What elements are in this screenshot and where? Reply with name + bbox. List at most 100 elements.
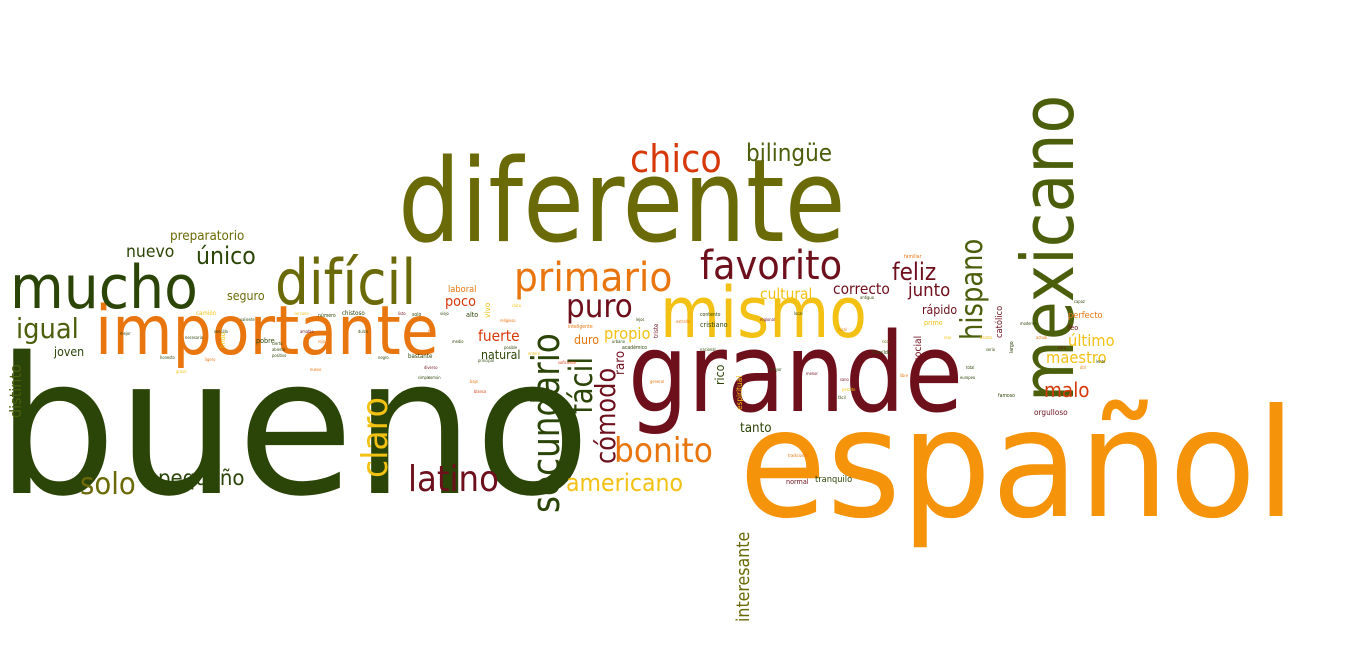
word-filler: rural	[838, 327, 847, 332]
word-filler: general	[650, 379, 664, 384]
word-bueno: bueno	[0, 317, 591, 538]
word-poco: poco	[445, 294, 477, 310]
word-favorito: favorito	[700, 243, 843, 289]
word-distinto: distinto	[6, 364, 25, 418]
word-maestro: maestro	[1046, 348, 1107, 367]
word-solo: solo	[80, 467, 136, 502]
word-filler: rico	[882, 339, 889, 344]
word-orgulloso: orgulloso	[1034, 408, 1068, 417]
word-filler: listo	[398, 311, 406, 316]
word-filler: caro	[1058, 345, 1066, 350]
word-filler: negro	[378, 355, 389, 360]
word-catolico: católico	[995, 305, 1005, 338]
word-filler: mayor	[770, 367, 782, 372]
word-claro: claro	[355, 397, 396, 478]
word-filler: total	[966, 365, 975, 370]
word-filler: número	[318, 313, 336, 319]
word-filler: claro	[512, 303, 521, 308]
word-chico: chico	[630, 137, 722, 181]
word-grande: grande	[628, 309, 964, 437]
word-suficiente: suficiente	[558, 360, 576, 365]
word-filler: fino	[428, 329, 435, 334]
word-filler: solo	[412, 312, 422, 318]
word-alto: alto	[466, 311, 479, 319]
word-dificil: difícil	[275, 246, 417, 319]
word-filler: cercano	[294, 311, 309, 316]
word-simple: simple	[418, 375, 431, 380]
word-filler: actual	[1036, 335, 1048, 340]
word-filler: lejos	[636, 317, 645, 322]
word-filler: medio	[452, 339, 464, 344]
word-tradicional: tradicional	[788, 453, 808, 458]
word-pequeno: pequeño	[158, 466, 245, 490]
word-camion: camión	[196, 310, 217, 317]
word-filler: libre	[900, 373, 909, 378]
word-academico: académico	[622, 345, 648, 351]
word-filler: viejo	[440, 311, 449, 316]
word-filler: amable	[300, 329, 314, 334]
word-filler: europeo	[960, 375, 976, 380]
word-seguro: seguro	[227, 289, 265, 303]
word-laboral: laboral	[448, 285, 477, 295]
word-cierto: cierto	[272, 341, 283, 346]
word-espanol: español	[739, 378, 1296, 552]
word-interesante: interesante	[733, 531, 754, 622]
word-principal: principal	[478, 358, 494, 363]
word-preparatorio: preparatorio	[170, 229, 245, 244]
word-hispano: hispano	[955, 238, 990, 340]
word-famoso: famoso	[998, 393, 1015, 399]
word-filler: barato	[980, 335, 993, 340]
word-filler: valiente	[240, 317, 255, 322]
word-filler: diverso	[424, 365, 438, 370]
word-filler: grave	[176, 369, 187, 374]
word-americano: americano	[566, 469, 684, 497]
word-lindo: lindo	[219, 332, 227, 348]
word-vivo: vivo	[483, 302, 492, 318]
word-mismo: mismo	[660, 272, 867, 354]
word-filler: capaz	[1074, 299, 1085, 304]
word-filler: fácil	[838, 395, 846, 400]
word-espiritual: espiritual	[735, 375, 744, 410]
word-filler: pesado	[842, 387, 856, 392]
word-filler: común	[428, 375, 441, 380]
word-filler: necesario	[185, 335, 203, 340]
word-bastante: bastante	[408, 353, 433, 360]
word-igual: igual	[16, 312, 79, 345]
word-filler: sano	[840, 377, 849, 382]
word-feliz: feliz	[892, 258, 937, 286]
word-filler: bajo	[470, 379, 478, 384]
word-filler: sencillo	[214, 329, 228, 334]
word-filler: dulce	[358, 329, 368, 334]
word-junto: junto	[908, 280, 951, 301]
word-positivo: positivo	[272, 353, 287, 358]
word-contento: contento	[700, 312, 721, 318]
word-bonito: bonito	[614, 431, 713, 471]
word-filler: local	[794, 311, 803, 316]
word-filler: real	[944, 335, 951, 340]
word-religioso: religioso	[500, 318, 516, 323]
word-fuerte: fuerte	[478, 327, 520, 345]
word-importante: importante	[95, 292, 439, 371]
word-duro: duro	[574, 333, 600, 347]
word-ultimo: último	[1068, 331, 1115, 350]
word-malo: malo	[1044, 378, 1090, 402]
word-filler: serio	[986, 347, 995, 352]
word-comodo: cómodo	[589, 367, 622, 464]
word-triste: triste	[653, 323, 660, 338]
word-familiar: familiar	[904, 254, 922, 260]
word-cultural: cultural	[760, 285, 813, 303]
word-filler: extraño	[676, 319, 691, 324]
word-filler: útil	[1080, 365, 1086, 370]
word-abierto: abierto	[272, 347, 286, 352]
word-posible: posible	[504, 345, 518, 350]
word-filler: regional	[760, 317, 775, 322]
word-tranquilo: tranquilo	[815, 475, 853, 485]
word-filler: lento	[1096, 359, 1106, 364]
word-unico: único	[196, 242, 256, 270]
word-humilde: humilde	[872, 350, 891, 356]
word-puro: puro	[566, 287, 633, 325]
word-filler: antiguo	[860, 295, 874, 300]
word-filler: urbano	[612, 339, 626, 344]
word-perfecto: perfecto	[1068, 311, 1103, 321]
